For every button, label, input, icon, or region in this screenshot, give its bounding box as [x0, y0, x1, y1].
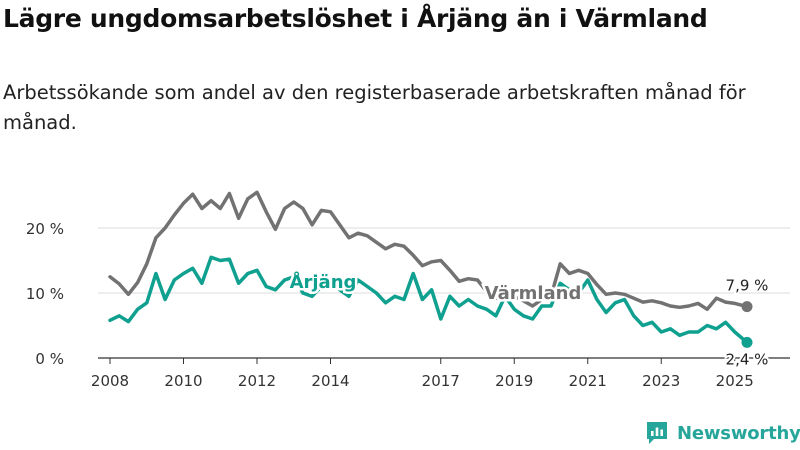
end-value-label-varmland: 7,9 %: [726, 277, 769, 295]
series-line-arjang: [108, 255, 749, 345]
series-name-label-varmland: Värmland: [485, 283, 582, 304]
y-tick-label: 20 %: [26, 220, 64, 238]
x-tick-label: 2012: [238, 372, 276, 390]
series-lines: [108, 190, 753, 348]
x-tick-label: 2017: [422, 372, 460, 390]
chart-subtitle: Arbetssökande som andel av den registerb…: [3, 81, 746, 134]
end-point-varmland: [741, 301, 753, 313]
gridlines: [98, 227, 790, 364]
newsworthy-brand: Newsworthy: [645, 419, 800, 447]
newsworthy-logo-icon: [647, 422, 667, 444]
y-tick-label: 10 %: [26, 285, 64, 303]
end-value-label-arjang: 2,4 %: [726, 350, 769, 368]
chart-title: Lägre ungdomsarbetslöshet i Årjäng än i …: [3, 4, 708, 33]
y-tick-label: 0 %: [35, 350, 64, 368]
brand-name: Newsworthy: [677, 422, 800, 444]
series-name-label-arjang: Årjäng: [290, 270, 357, 293]
x-tick-label: 2019: [495, 372, 533, 390]
series-line-varmland: [108, 190, 749, 312]
x-tick-label: 2023: [642, 372, 680, 390]
x-tick-label: 2014: [311, 372, 349, 390]
end-point-arjang: [741, 336, 753, 348]
chart-labels: 0 % 10 % 20 % 2008 2010 2012 2014 2017 2019 2021 2…: [26, 220, 771, 390]
x-tick-label: 2008: [91, 372, 129, 390]
x-tick-label: 2010: [164, 372, 202, 390]
x-tick-label: 2025: [716, 372, 754, 390]
x-tick-label: 2021: [569, 372, 607, 390]
